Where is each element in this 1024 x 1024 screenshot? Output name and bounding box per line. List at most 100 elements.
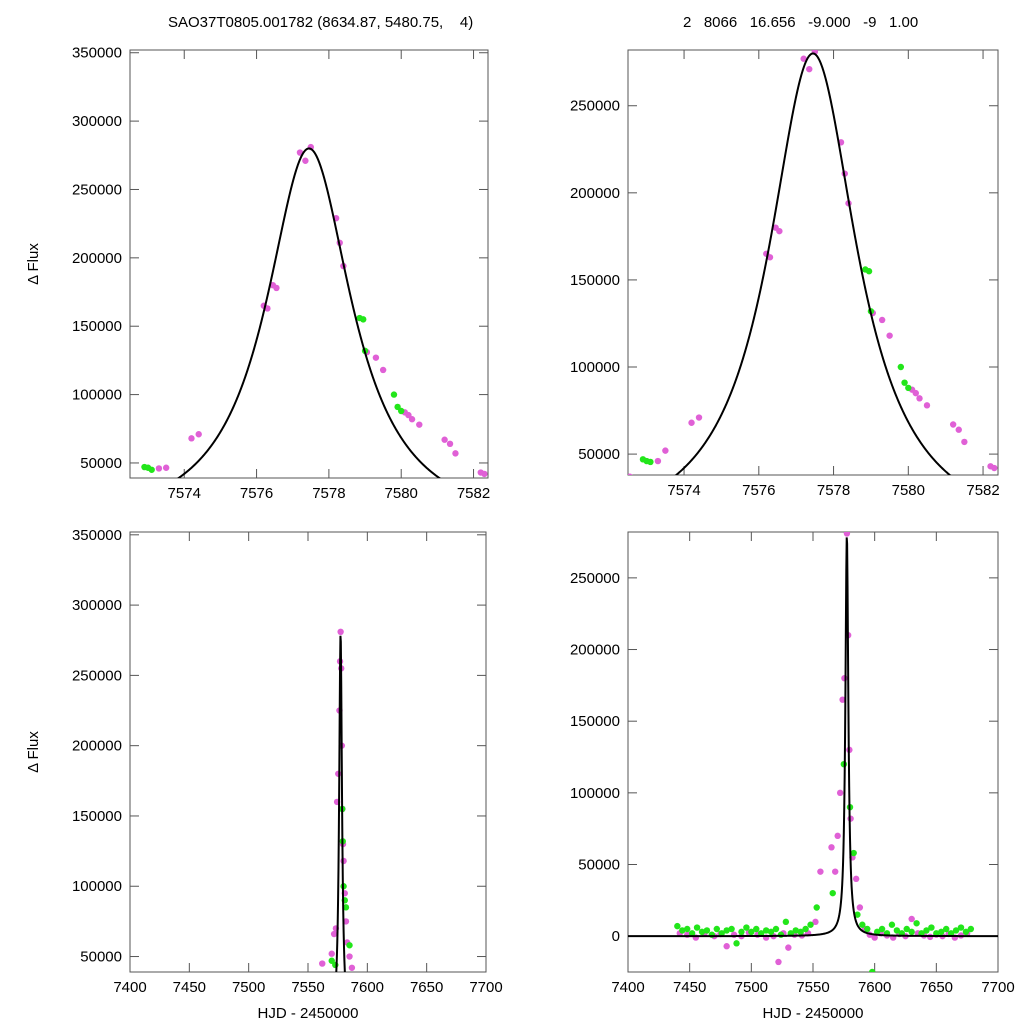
header-left-title: SAO37T0805.001782 (8634.87, 5480.75, 4) [168, 14, 474, 31]
panel-top-left: 50000 100000 150000 200000 250000 300000 35000… [25, 45, 490, 502]
green-data-point [767, 928, 775, 936]
data-layer [319, 628, 356, 972]
magenta-data-point [839, 696, 846, 703]
y-tick-label: 100000 [570, 785, 620, 802]
y-tick-label: 300000 [72, 597, 122, 614]
magenta-data-point [628, 473, 633, 475]
green-data-point [869, 968, 876, 972]
magenta-data-point [688, 419, 695, 426]
x-axis-label: HJD - 2450000 [258, 1005, 359, 1022]
magenta-data-point [379, 366, 387, 374]
x-tick-label: 7576 [240, 485, 273, 502]
green-data-point [962, 928, 970, 936]
green-data-point [903, 925, 910, 933]
green-data-point [792, 927, 799, 934]
green-data-point [957, 924, 965, 931]
green-data-point [865, 268, 873, 275]
green-data-point [782, 918, 790, 926]
magenta-data-point [812, 918, 819, 926]
x-tick-label: 7450 [173, 979, 206, 996]
magenta-data-point [662, 447, 669, 454]
green-data-point [758, 930, 765, 937]
magenta-data-point [195, 431, 202, 438]
magenta-data-point [408, 416, 416, 423]
x-tick-label: 7700 [469, 979, 502, 996]
green-data-point [933, 930, 940, 937]
y-tick-label: 250000 [72, 667, 122, 684]
magenta-data-point [961, 438, 968, 446]
magenta-data-point [916, 395, 923, 402]
green-data-point [967, 925, 975, 933]
magenta-data-point [441, 436, 448, 443]
green-data-point [713, 925, 720, 933]
green-data-point [346, 942, 353, 949]
x-tick-label: 7500 [735, 979, 768, 996]
green-data-point [829, 889, 836, 897]
y-tick-label: 0 [612, 928, 620, 945]
magenta-data-point [991, 464, 998, 472]
x-tick-label: 7580 [385, 485, 418, 502]
y-axis-label: Δ Flux [25, 243, 42, 285]
magenta-data-point [832, 868, 839, 875]
y-tick-label: 200000 [72, 738, 122, 755]
magenta-data-point [162, 464, 170, 471]
green-data-point [813, 904, 820, 911]
green-data-point [893, 927, 901, 934]
y-tick-label: 50000 [80, 455, 122, 472]
x-tick-label: 7578 [817, 482, 850, 499]
magenta-data-point [723, 943, 730, 950]
x-tick-label: 7582 [966, 482, 999, 499]
panel-bottom-right: 0 50000 100000 150000 200000 250000 7400 7450 75… [570, 531, 1015, 1022]
green-data-point [888, 921, 896, 928]
green-data-point [647, 458, 654, 466]
y-tick-label: 200000 [570, 185, 620, 202]
magenta-data-point [955, 426, 962, 433]
magenta-data-point [775, 958, 782, 966]
magenta-data-point [841, 674, 848, 682]
green-data-point [394, 403, 401, 411]
panel-bottom-left: 50000 100000 150000 200000 250000 300000 35000… [25, 527, 503, 1022]
x-tick-label: 7578 [312, 485, 345, 502]
green-data-point [674, 922, 681, 930]
green-data-point [718, 930, 725, 937]
x-tick-label: 7580 [892, 482, 925, 499]
green-data-point [905, 384, 912, 392]
green-data-point [723, 927, 730, 934]
y-tick-label: 150000 [570, 713, 620, 730]
magenta-data-point [335, 770, 342, 777]
y-tick-label: 50000 [578, 857, 620, 874]
magenta-data-point [188, 435, 195, 442]
green-data-point [703, 927, 711, 934]
x-tick-label: 7582 [457, 485, 490, 502]
y-tick-label: 150000 [72, 318, 122, 335]
green-data-point [148, 466, 155, 473]
model-fit-curve [628, 537, 998, 938]
magenta-data-point [155, 465, 163, 472]
magenta-data-point [852, 875, 860, 883]
green-data-point [947, 930, 955, 937]
magenta-data-point [878, 316, 886, 324]
y-tick-label: 100000 [72, 387, 122, 404]
magenta-data-point [806, 65, 813, 73]
green-data-point [802, 925, 809, 933]
green-data-point [878, 925, 886, 933]
magenta-data-point [348, 964, 356, 971]
x-tick-label: 7576 [742, 482, 775, 499]
green-data-point [328, 957, 335, 964]
magenta-data-point [273, 284, 280, 292]
green-data-point [743, 924, 750, 931]
y-tick-label: 150000 [72, 808, 122, 825]
x-tick-label: 7400 [113, 979, 146, 996]
magenta-data-point [908, 915, 915, 923]
green-data-point [908, 928, 915, 936]
x-tick-label: 7574 [168, 485, 201, 502]
x-tick-label: 7400 [611, 979, 644, 996]
green-data-point [738, 928, 745, 936]
x-tick-label: 7700 [981, 979, 1014, 996]
green-data-point [913, 920, 920, 927]
magenta-data-point [776, 227, 783, 235]
magenta-data-point [828, 844, 835, 851]
x-tick-label: 7600 [858, 979, 891, 996]
x-tick-label: 7500 [232, 979, 265, 996]
magenta-data-point [302, 157, 309, 164]
